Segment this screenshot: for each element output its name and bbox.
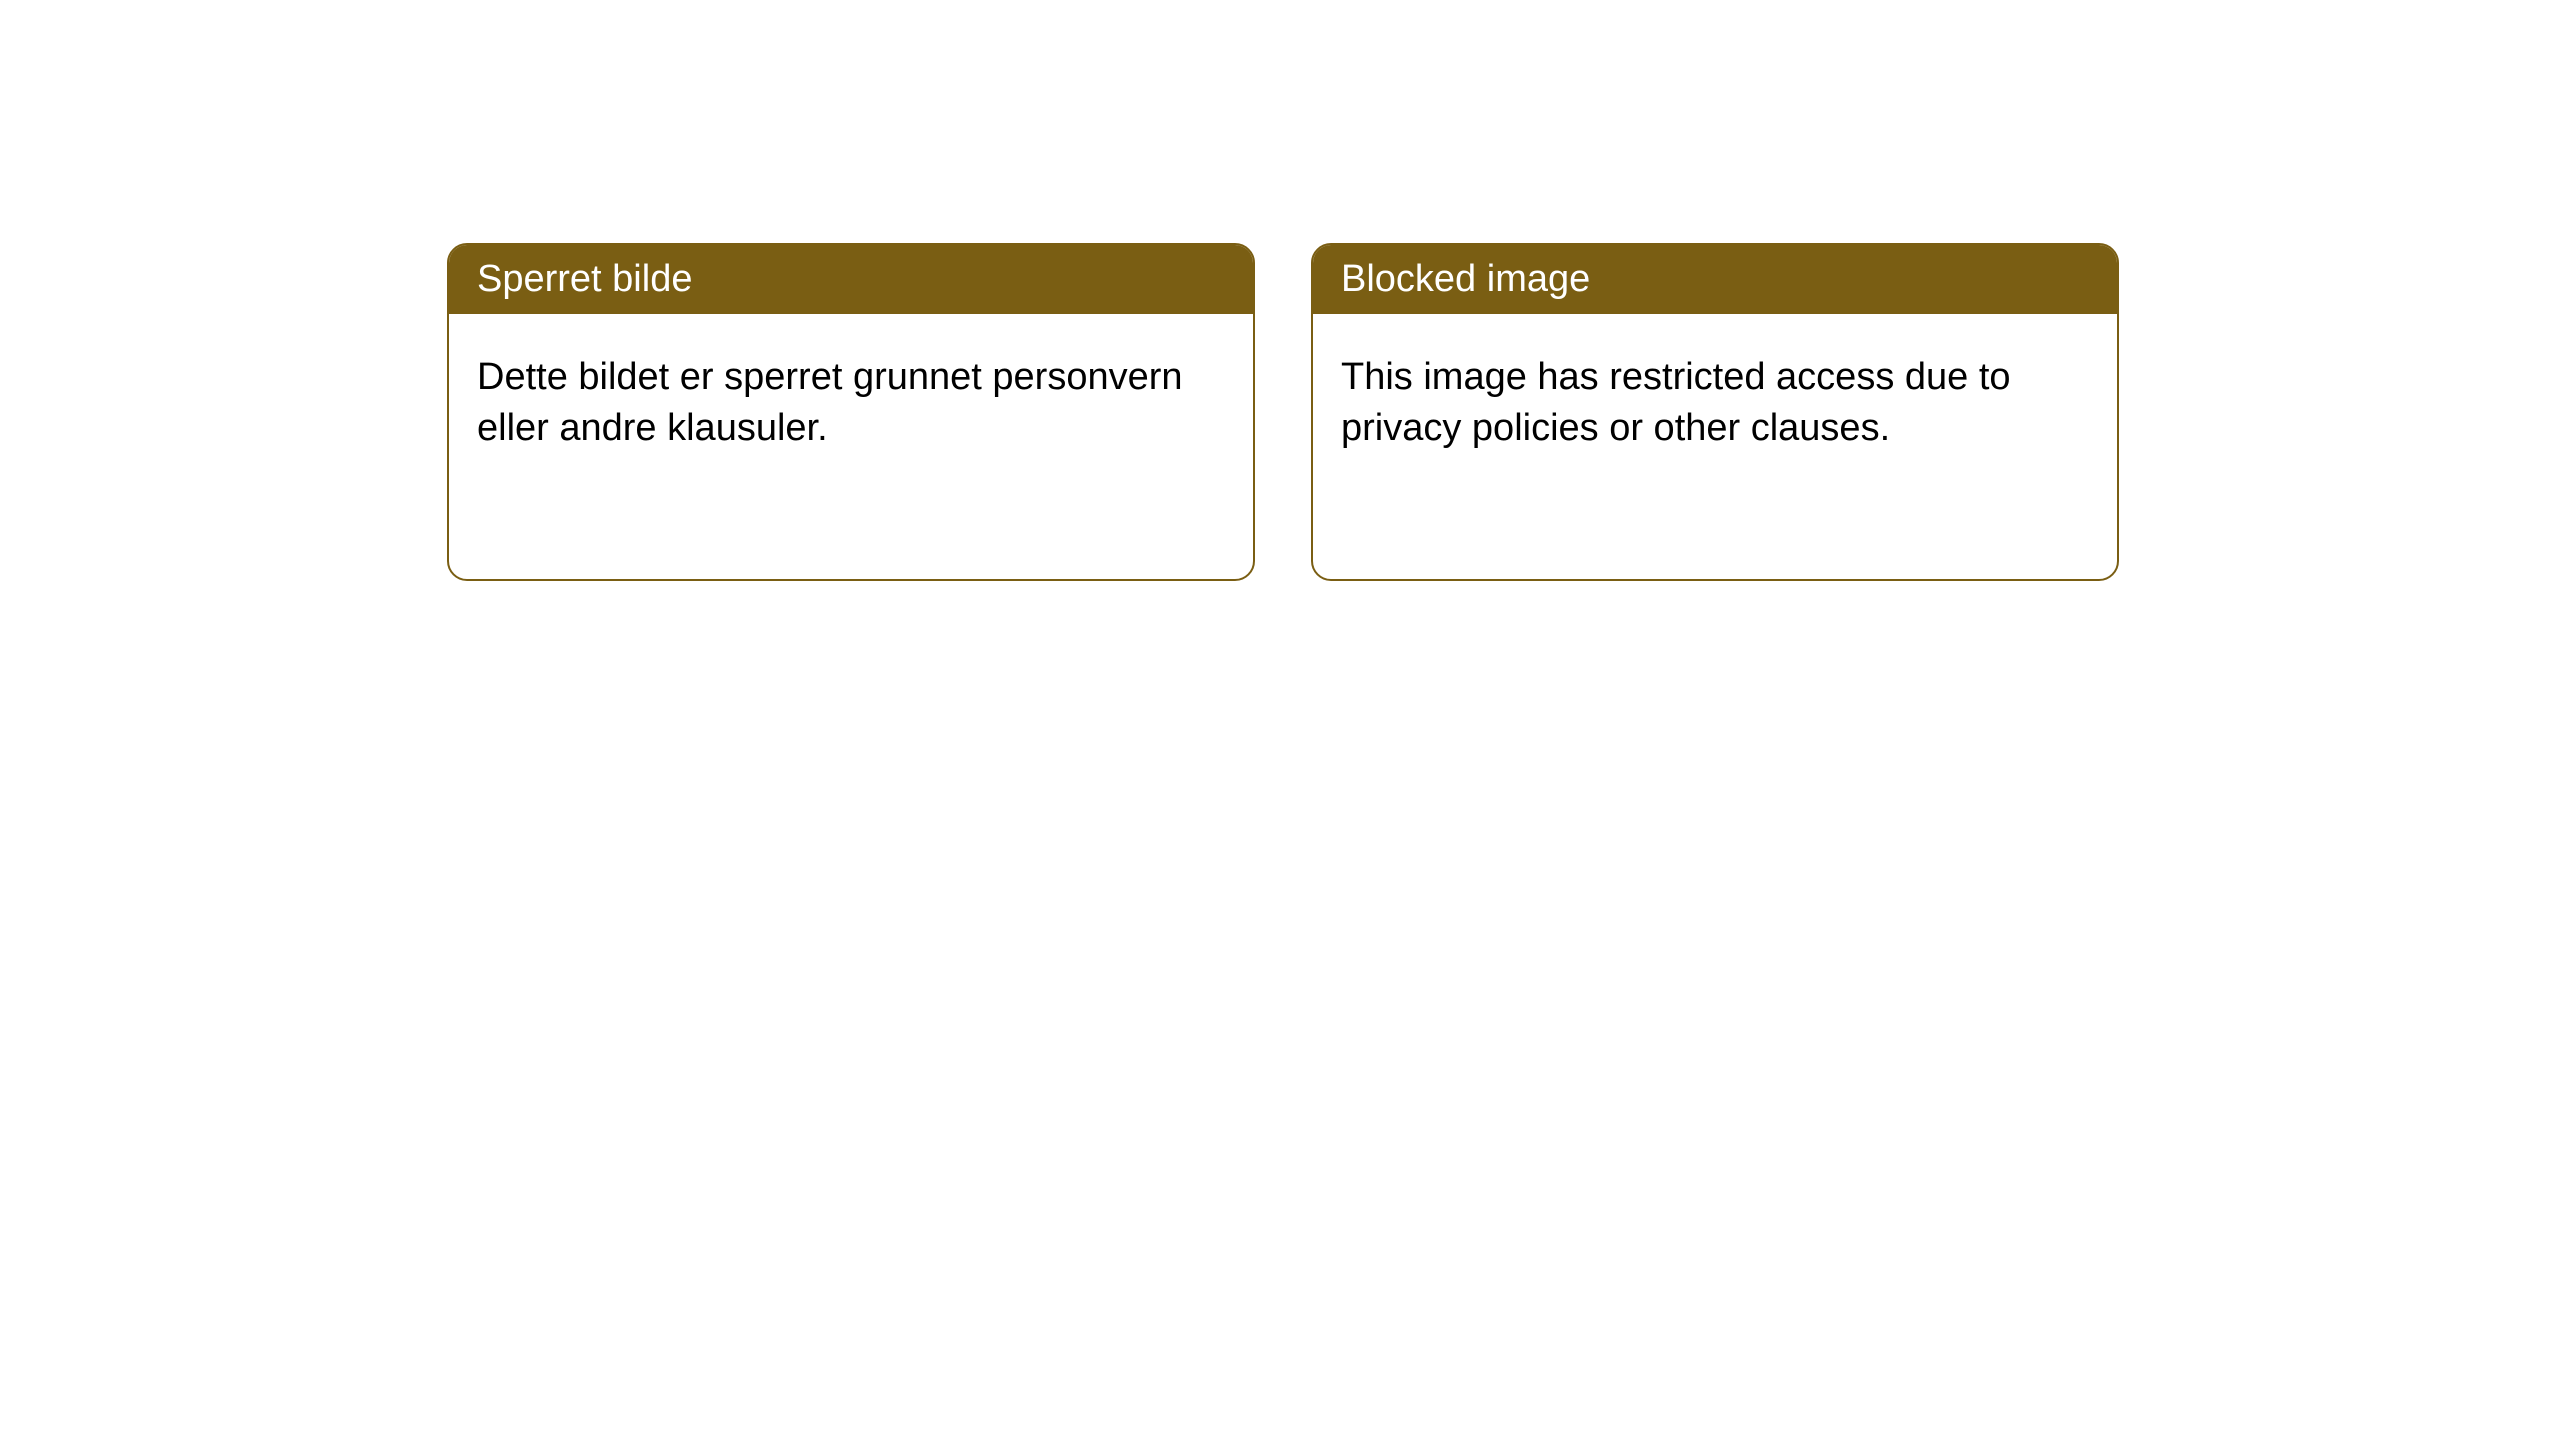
card-title: Blocked image (1341, 258, 1590, 300)
notice-container: Sperret bilde Dette bildet er sperret gr… (447, 243, 2119, 581)
card-title: Sperret bilde (477, 258, 692, 300)
notice-card-english: Blocked image This image has restricted … (1311, 243, 2119, 581)
card-body: This image has restricted access due to … (1313, 314, 2117, 493)
card-body-text: This image has restricted access due to … (1341, 356, 2011, 449)
card-header: Blocked image (1313, 245, 2117, 314)
card-header: Sperret bilde (449, 245, 1253, 314)
notice-card-norwegian: Sperret bilde Dette bildet er sperret gr… (447, 243, 1255, 581)
card-body: Dette bildet er sperret grunnet personve… (449, 314, 1253, 493)
card-body-text: Dette bildet er sperret grunnet personve… (477, 356, 1183, 449)
